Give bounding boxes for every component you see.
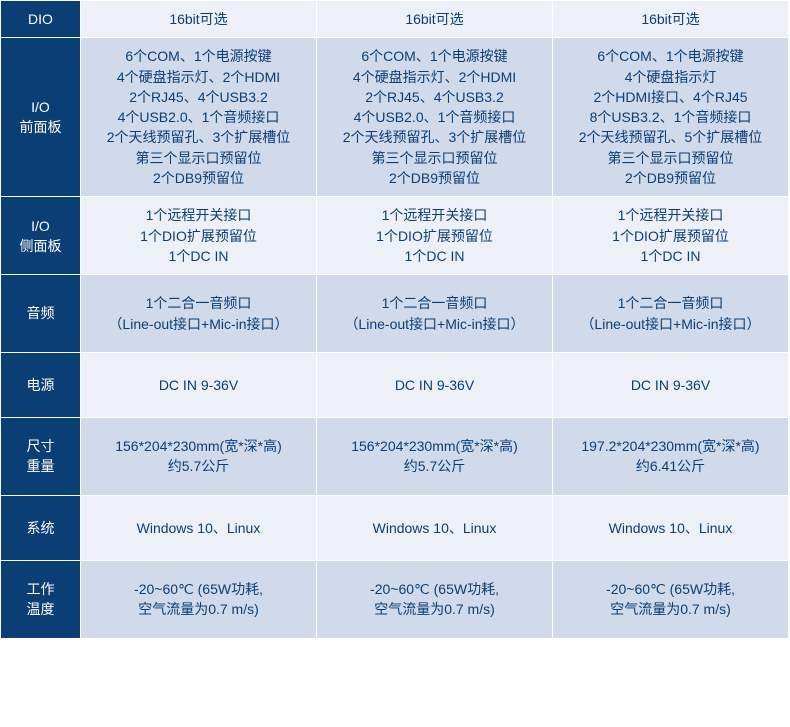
cell-os-col3: Windows 10、Linux bbox=[553, 495, 789, 560]
cell-audio-col2: 1个二合一音频口（Line-out接口+Mic-in接口） bbox=[317, 275, 553, 353]
cell-dio-col2: 16bit可选 bbox=[317, 1, 553, 38]
cell-size-col2: 156*204*230mm(宽*深*高)约5.7公斤 bbox=[317, 418, 553, 496]
cell-io_front-col3: 6个COM、1个电源按键4个硬盘指示灯2个HDMI接口、4个RJ458个USB3… bbox=[553, 38, 789, 197]
cell-power-col2: DC IN 9-36V bbox=[317, 352, 553, 417]
row-header-io_side: I/O侧面板 bbox=[1, 197, 81, 275]
spec-row-io_side: I/O侧面板1个远程开关接口1个DIO扩展预留位1个DC IN1个远程开关接口1… bbox=[1, 197, 789, 275]
row-header-power: 电源 bbox=[1, 352, 81, 417]
cell-io_side-col3: 1个远程开关接口1个DIO扩展预留位1个DC IN bbox=[553, 197, 789, 275]
cell-os-col2: Windows 10、Linux bbox=[317, 495, 553, 560]
spec-row-size: 尺寸重量156*204*230mm(宽*深*高)约5.7公斤156*204*23… bbox=[1, 418, 789, 496]
cell-temp-col2: -20~60℃ (65W功耗,空气流量为0.7 m/s) bbox=[317, 561, 553, 639]
spec-row-os: 系统Windows 10、LinuxWindows 10、LinuxWindow… bbox=[1, 495, 789, 560]
cell-size-col1: 156*204*230mm(宽*深*高)约5.7公斤 bbox=[81, 418, 317, 496]
cell-os-col1: Windows 10、Linux bbox=[81, 495, 317, 560]
cell-power-col1: DC IN 9-36V bbox=[81, 352, 317, 417]
cell-io_front-col1: 6个COM、1个电源按键4个硬盘指示灯、2个HDMI2个RJ45、4个USB3.… bbox=[81, 38, 317, 197]
cell-io_side-col1: 1个远程开关接口1个DIO扩展预留位1个DC IN bbox=[81, 197, 317, 275]
cell-size-col3: 197.2*204*230mm(宽*深*高)约6.41公斤 bbox=[553, 418, 789, 496]
cell-io_front-col2: 6个COM、1个电源按键4个硬盘指示灯、2个HDMI2个RJ45、4个USB3.… bbox=[317, 38, 553, 197]
spec-row-dio: DIO16bit可选16bit可选16bit可选 bbox=[1, 1, 789, 38]
cell-io_side-col2: 1个远程开关接口1个DIO扩展预留位1个DC IN bbox=[317, 197, 553, 275]
cell-temp-col3: -20~60℃ (65W功耗,空气流量为0.7 m/s) bbox=[553, 561, 789, 639]
cell-dio-col3: 16bit可选 bbox=[553, 1, 789, 38]
cell-temp-col1: -20~60℃ (65W功耗,空气流量为0.7 m/s) bbox=[81, 561, 317, 639]
cell-power-col3: DC IN 9-36V bbox=[553, 352, 789, 417]
spec-row-audio: 音频1个二合一音频口（Line-out接口+Mic-in接口）1个二合一音频口（… bbox=[1, 275, 789, 353]
spec-row-temp: 工作温度-20~60℃ (65W功耗,空气流量为0.7 m/s)-20~60℃ … bbox=[1, 561, 789, 639]
spec-table: DIO16bit可选16bit可选16bit可选I/O前面板6个COM、1个电源… bbox=[0, 0, 789, 639]
row-header-temp: 工作温度 bbox=[1, 561, 81, 639]
row-header-size: 尺寸重量 bbox=[1, 418, 81, 496]
cell-audio-col3: 1个二合一音频口（Line-out接口+Mic-in接口） bbox=[553, 275, 789, 353]
spec-row-power: 电源DC IN 9-36VDC IN 9-36VDC IN 9-36V bbox=[1, 352, 789, 417]
row-header-io_front: I/O前面板 bbox=[1, 38, 81, 197]
cell-dio-col1: 16bit可选 bbox=[81, 1, 317, 38]
row-header-os: 系统 bbox=[1, 495, 81, 560]
spec-row-io_front: I/O前面板6个COM、1个电源按键4个硬盘指示灯、2个HDMI2个RJ45、4… bbox=[1, 38, 789, 197]
cell-audio-col1: 1个二合一音频口（Line-out接口+Mic-in接口） bbox=[81, 275, 317, 353]
row-header-dio: DIO bbox=[1, 1, 81, 38]
row-header-audio: 音频 bbox=[1, 275, 81, 353]
